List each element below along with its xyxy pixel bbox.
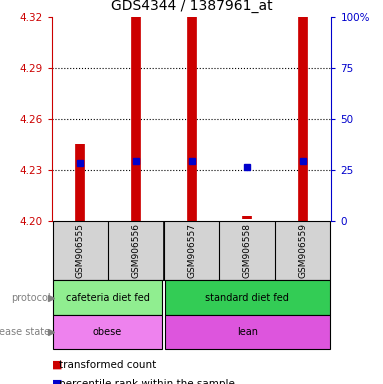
Title: GDS4344 / 1387961_at: GDS4344 / 1387961_at: [111, 0, 272, 13]
Text: GSM906558: GSM906558: [243, 223, 252, 278]
Bar: [165, 315, 330, 349]
Bar: [53, 315, 162, 349]
Text: cafeteria diet fed: cafeteria diet fed: [66, 293, 149, 303]
Text: transformed count: transformed count: [59, 360, 157, 370]
Text: GSM906559: GSM906559: [299, 223, 308, 278]
Text: disease state: disease state: [0, 327, 51, 337]
Text: GSM906556: GSM906556: [131, 223, 140, 278]
Text: standard diet fed: standard diet fed: [206, 293, 289, 303]
Text: percentile rank within the sample: percentile rank within the sample: [59, 379, 235, 384]
Text: ■: ■: [52, 360, 62, 370]
Bar: [53, 280, 162, 315]
Bar: [165, 280, 330, 315]
Text: GSM906555: GSM906555: [75, 223, 84, 278]
Text: ■: ■: [52, 379, 62, 384]
Text: GSM906557: GSM906557: [187, 223, 196, 278]
Text: obese: obese: [93, 327, 122, 337]
Text: lean: lean: [237, 327, 258, 337]
Text: protocol: protocol: [11, 293, 51, 303]
